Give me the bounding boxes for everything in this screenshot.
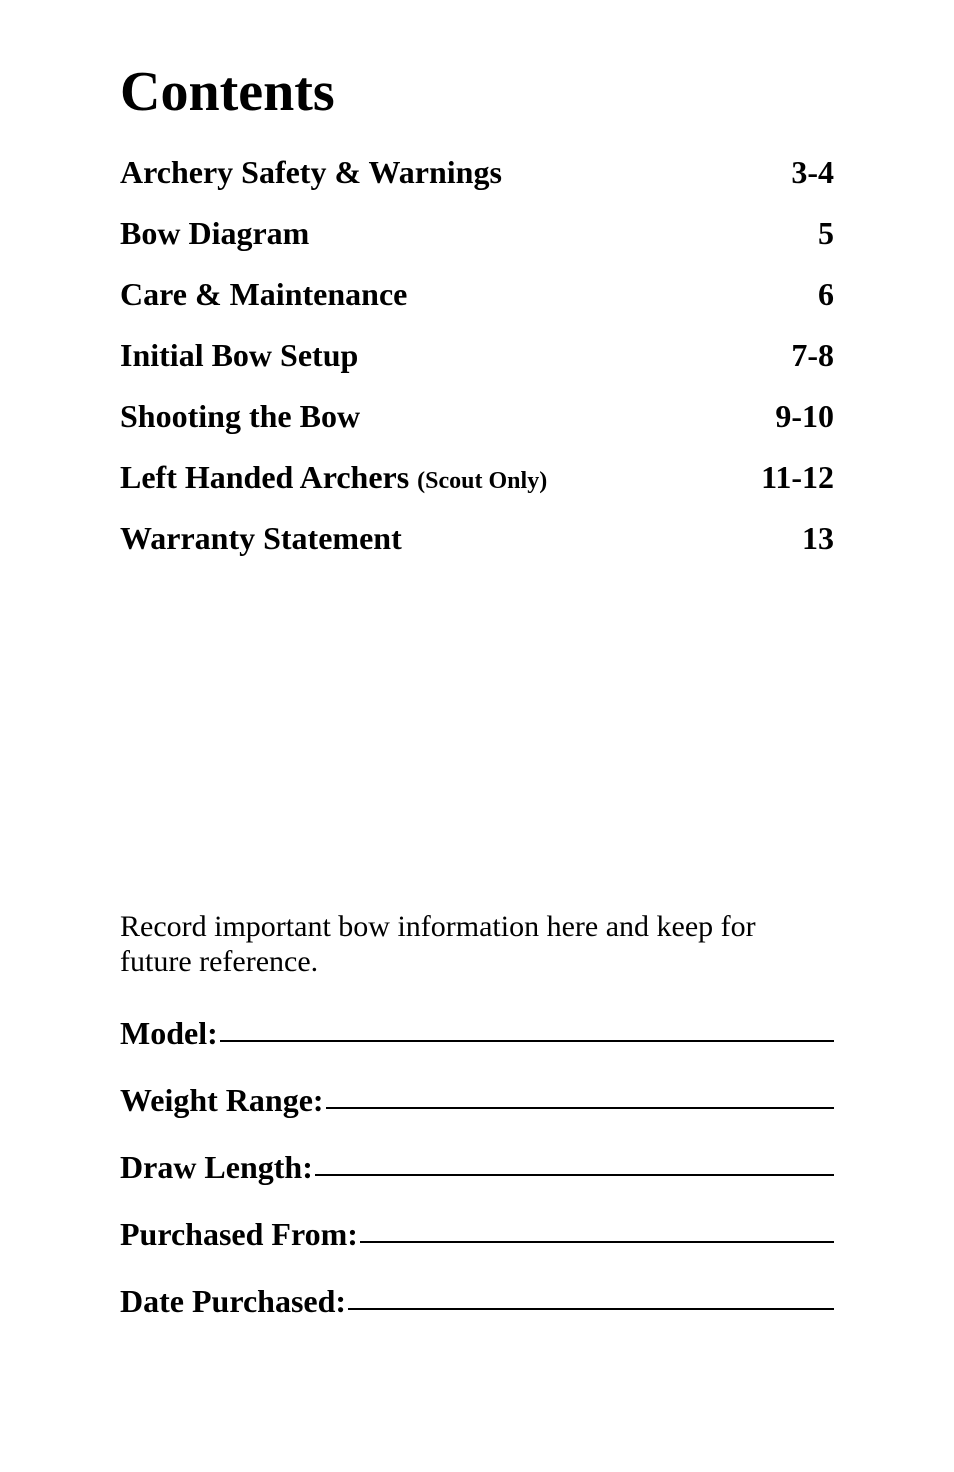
toc-row: Initial Bow Setup 7-8 bbox=[120, 337, 834, 374]
field-label: Purchased From: bbox=[120, 1216, 358, 1253]
field-date-purchased: Date Purchased: bbox=[120, 1283, 834, 1320]
toc-label: Archery Safety & Warnings bbox=[120, 154, 502, 191]
toc-row: Shooting the Bow 9-10 bbox=[120, 398, 834, 435]
field-line bbox=[348, 1308, 834, 1310]
field-line bbox=[360, 1241, 834, 1243]
toc-page: 5 bbox=[818, 215, 834, 252]
field-label: Draw Length: bbox=[120, 1149, 313, 1186]
toc-label: Warranty Statement bbox=[120, 520, 402, 557]
field-purchased-from: Purchased From: bbox=[120, 1216, 834, 1253]
field-label: Date Purchased: bbox=[120, 1283, 346, 1320]
field-line bbox=[315, 1174, 834, 1176]
field-weight-range: Weight Range: bbox=[120, 1082, 834, 1119]
field-model: Model: bbox=[120, 1015, 834, 1052]
field-label: Model: bbox=[120, 1015, 218, 1052]
table-of-contents: Archery Safety & Warnings 3-4 Bow Diagra… bbox=[120, 154, 834, 557]
toc-page: 11-12 bbox=[761, 459, 834, 496]
page-title: Contents bbox=[120, 60, 834, 124]
toc-page: 6 bbox=[818, 276, 834, 313]
toc-row: Left Handed Archers (Scout Only) 11-12 bbox=[120, 459, 834, 496]
toc-row: Bow Diagram 5 bbox=[120, 215, 834, 252]
toc-label: Shooting the Bow bbox=[120, 398, 360, 435]
toc-label: Care & Maintenance bbox=[120, 276, 407, 313]
toc-row: Archery Safety & Warnings 3-4 bbox=[120, 154, 834, 191]
field-draw-length: Draw Length: bbox=[120, 1149, 834, 1186]
toc-page: 3-4 bbox=[791, 154, 834, 191]
field-line bbox=[220, 1040, 834, 1042]
toc-row: Care & Maintenance 6 bbox=[120, 276, 834, 313]
toc-page: 7-8 bbox=[791, 337, 834, 374]
toc-page: 13 bbox=[802, 520, 834, 557]
toc-row: Warranty Statement 13 bbox=[120, 520, 834, 557]
toc-label: Bow Diagram bbox=[120, 215, 309, 252]
record-section: Record important bow information here an… bbox=[120, 910, 834, 1350]
field-line bbox=[326, 1107, 834, 1109]
toc-label: Initial Bow Setup bbox=[120, 337, 358, 374]
toc-label: Left Handed Archers (Scout Only) bbox=[120, 459, 547, 496]
field-label: Weight Range: bbox=[120, 1082, 324, 1119]
toc-page: 9-10 bbox=[775, 398, 834, 435]
record-intro: Record important bow information here an… bbox=[120, 910, 834, 979]
